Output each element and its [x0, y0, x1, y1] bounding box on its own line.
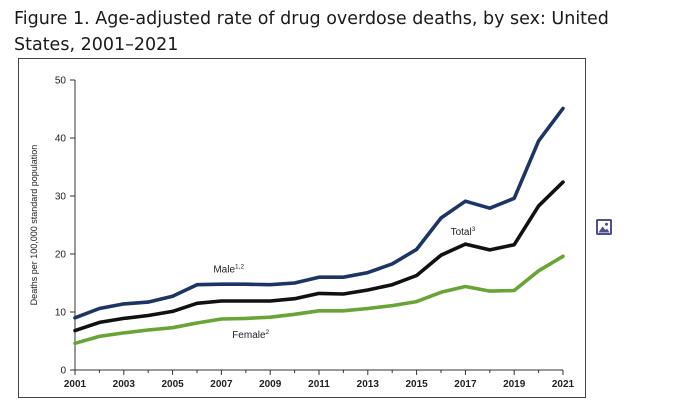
y-tick-label: 10	[55, 308, 67, 319]
y-tick-label: 0	[60, 366, 66, 377]
x-tick-label: 2001	[64, 379, 87, 390]
series-label-male: Male1,2	[213, 264, 244, 276]
series-lines	[73, 106, 565, 346]
chart-axes	[74, 80, 563, 371]
series-line-female	[73, 254, 565, 346]
x-tick-label: 2015	[405, 379, 428, 390]
series-line-total	[73, 180, 565, 333]
x-tick-label: 2019	[503, 379, 526, 390]
x-tick-label: 2003	[113, 379, 136, 390]
x-tick-label: 2011	[308, 379, 330, 390]
y-tick-label: 50	[55, 76, 67, 87]
line-chart: 0 10 20 30 40 50 2001 2003 2005 2007 2009 2011 2013…	[29, 76, 575, 391]
x-tick-label: 2013	[357, 379, 380, 390]
x-ticks: 2001 2003 2005 2007 2009 2011 2013 2015 2017 2019…	[64, 370, 575, 390]
y-axis-label: Deaths per 100,000 standard population	[29, 145, 39, 306]
chart-frame: 0 10 20 30 40 50 2001 2003 2005 2007 2009 2011 2013…	[18, 58, 586, 398]
series-label-female: Female2	[232, 329, 269, 341]
x-tick-label: 2005	[161, 379, 184, 390]
series-label-total: Total3	[451, 226, 476, 238]
series-labels: Male1,2 Total3 Female2	[213, 226, 475, 341]
series-line-male	[73, 106, 565, 320]
x-tick-label: 2007	[210, 379, 233, 390]
x-tick-label: 2017	[454, 379, 477, 390]
image-icon[interactable]	[596, 219, 612, 235]
x-tick-label: 2021	[552, 379, 575, 390]
page-title: Figure 1. Age-adjusted rate of drug over…	[14, 9, 609, 55]
y-tick-label: 30	[55, 192, 67, 203]
y-tick-label: 40	[55, 134, 67, 145]
y-tick-label: 20	[55, 250, 67, 261]
x-tick-label: 2009	[259, 379, 282, 390]
y-ticks: 0 10 20 30 40 50	[55, 76, 75, 377]
